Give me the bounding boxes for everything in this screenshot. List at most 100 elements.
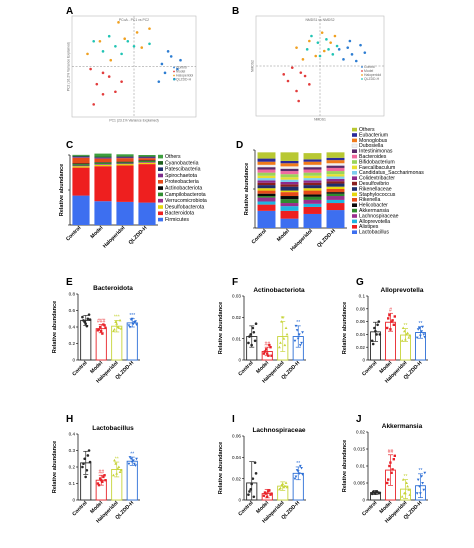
stacked-bar-segment [326, 199, 345, 204]
data-point [301, 58, 305, 61]
data-point [403, 329, 406, 333]
data-point [104, 326, 107, 330]
stacked-bar-segment [138, 202, 156, 225]
data-point [127, 324, 131, 327]
data-point [286, 79, 290, 83]
data-point [387, 478, 390, 481]
data-point [262, 494, 266, 497]
data-point [391, 319, 394, 322]
data-point [102, 475, 105, 479]
data-point [109, 58, 113, 62]
stacked-bar-segment [303, 213, 322, 228]
chart-title: Alloprevotella [381, 287, 424, 294]
stacked-bar-segment [303, 161, 322, 165]
stacked-bar-segment [94, 164, 112, 167]
data-point [119, 468, 123, 472]
stacked-bar-segment [94, 166, 112, 202]
legend-swatch [352, 133, 357, 137]
stacked-bar-segment [280, 199, 299, 204]
data-point [281, 482, 285, 485]
stacked-bar-segment [280, 206, 299, 211]
stacked-bar-segment [138, 156, 156, 157]
data-point [422, 488, 426, 492]
y-tick-label: 0.06 [232, 434, 241, 439]
data-point [263, 350, 267, 353]
stacked-bar-segment [116, 154, 134, 157]
y-tick-label: 0.4 [69, 432, 76, 437]
data-point [157, 80, 161, 83]
stacked-bar-segment [257, 172, 276, 176]
data-point [119, 327, 123, 330]
legend-swatch [158, 211, 163, 216]
legend-entry: Control [176, 66, 187, 70]
data-point [400, 339, 404, 342]
legend-entry: Cyanobacteria [165, 160, 199, 166]
data-point [130, 317, 134, 321]
data-point [268, 343, 271, 347]
data-point [128, 326, 132, 329]
data-point [354, 59, 358, 63]
panel-label: F [232, 277, 238, 288]
data-point [101, 50, 105, 53]
stacked-bar-segment [257, 188, 276, 191]
data-point [325, 38, 328, 41]
data-point [82, 462, 85, 466]
stacked-bar-segment [326, 203, 345, 211]
data-point [103, 474, 106, 477]
stacked-bar-segment [257, 161, 276, 165]
data-point [134, 320, 137, 323]
legend-entry: Desulfovibrio [359, 181, 389, 187]
stacked-bar-segment [303, 188, 322, 191]
data-point [114, 462, 118, 465]
stacked-bar-segment [257, 185, 276, 189]
legend-swatch [352, 154, 357, 159]
data-point [89, 67, 92, 71]
stacked-bar-segment [94, 162, 112, 165]
stacked-bar-segment [303, 153, 322, 160]
data-point [300, 467, 303, 470]
panel-label: E [66, 277, 73, 288]
data-point [102, 323, 105, 326]
data-point [359, 43, 362, 47]
data-point [123, 37, 126, 41]
data-point [265, 352, 269, 355]
data-point [405, 481, 408, 484]
legend-swatch [352, 160, 357, 164]
legend-swatch [158, 205, 163, 209]
x-tick-label: QLZDD-H [128, 225, 149, 246]
data-point [392, 323, 395, 326]
data-point [115, 322, 119, 325]
significance-mark: ** [115, 456, 119, 462]
x-axis-label: PC1 (23.1% Variance Explained) [109, 119, 158, 123]
stacked-bar-segment [94, 164, 112, 165]
stacked-bar-segment [303, 178, 322, 181]
data-point [285, 332, 289, 336]
legend-swatch [158, 161, 163, 165]
significance-mark: *** [129, 313, 135, 319]
data-point [297, 333, 301, 336]
legend-entry: Candidatus_Saccharimonas [359, 170, 424, 176]
data-point [116, 467, 120, 470]
data-point [333, 34, 337, 38]
data-point [388, 464, 391, 468]
panel-label: G [356, 277, 364, 288]
data-point [350, 53, 354, 56]
legend-entry: Model [176, 70, 185, 74]
legend-entry: Firmicutes [165, 217, 189, 223]
stacked-bar-segment [303, 190, 322, 195]
data-point [371, 342, 375, 346]
y-tick-label: 0.1 [359, 294, 366, 299]
y-axis-label: PC2 (16.2% Variance Explained) [67, 42, 71, 91]
data-point [179, 58, 182, 62]
legend-entry: Proteobacteria [165, 179, 199, 185]
data-point [131, 322, 135, 326]
data-point [268, 489, 271, 492]
data-point [87, 449, 91, 452]
legend-swatch [352, 198, 357, 202]
stacked-bar-segment [303, 159, 322, 162]
stacked-bar-segment [138, 158, 156, 161]
panel-j: J Akkermansia 0 0.005 0.01 0.015 0.02 Relative … [342, 414, 428, 525]
x-tick-label: Model [90, 225, 105, 240]
data-point [101, 71, 105, 75]
stacked-bar-segment [257, 197, 276, 202]
